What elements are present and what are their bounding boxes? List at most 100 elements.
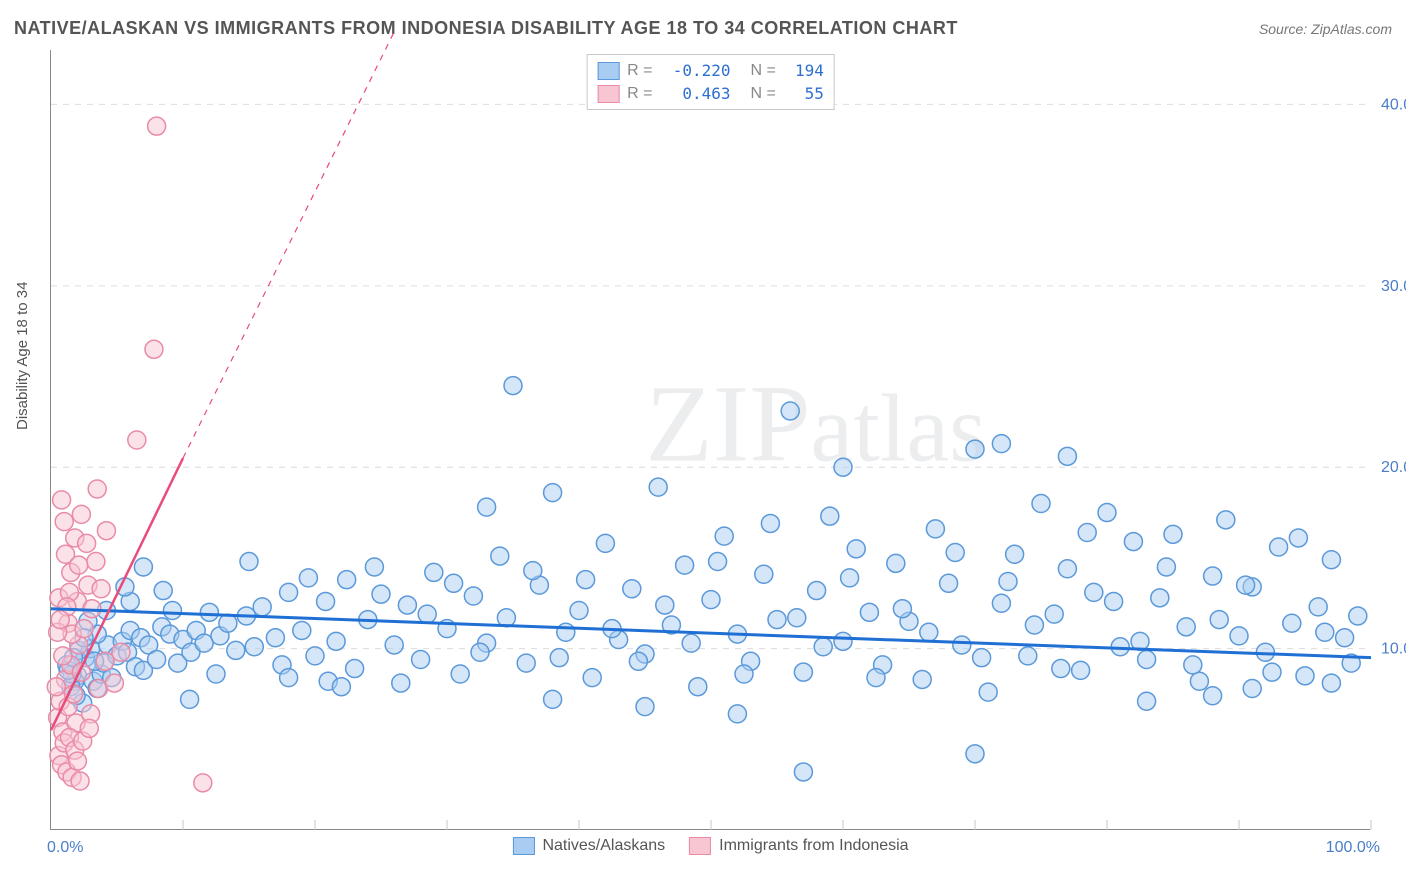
data-point xyxy=(544,690,562,708)
data-point xyxy=(105,674,123,692)
data-point xyxy=(392,674,410,692)
data-point xyxy=(649,478,667,496)
data-point xyxy=(1230,627,1248,645)
data-point xyxy=(1237,576,1255,594)
data-point xyxy=(418,605,436,623)
data-point xyxy=(920,623,938,641)
legend-label: Natives/Alaskans xyxy=(542,837,665,855)
data-point xyxy=(451,665,469,683)
data-point xyxy=(1190,672,1208,690)
legend-n-label: N = xyxy=(751,62,776,80)
data-point xyxy=(68,752,86,770)
data-point xyxy=(794,663,812,681)
data-point xyxy=(788,609,806,627)
data-point xyxy=(154,582,172,600)
data-point xyxy=(946,543,964,561)
data-point xyxy=(293,621,311,639)
data-point xyxy=(80,719,98,737)
data-point xyxy=(1217,511,1235,529)
data-point xyxy=(181,690,199,708)
scatter-plot: 10.0%20.0%30.0%40.0% xyxy=(51,50,1371,830)
data-point xyxy=(1058,560,1076,578)
data-point xyxy=(280,583,298,601)
data-point xyxy=(72,505,90,523)
data-point xyxy=(327,632,345,650)
data-point xyxy=(112,643,130,661)
data-point xyxy=(306,647,324,665)
trend-line-extension xyxy=(183,32,394,458)
data-point xyxy=(781,402,799,420)
data-point xyxy=(735,665,753,683)
data-point xyxy=(1296,667,1314,685)
data-point xyxy=(973,649,991,667)
data-point xyxy=(689,678,707,696)
data-point xyxy=(87,553,105,571)
y-tick-label: 40.0% xyxy=(1381,96,1406,113)
legend-r-label: R = xyxy=(627,85,652,103)
data-point xyxy=(709,553,727,571)
data-point xyxy=(517,654,535,672)
data-point xyxy=(53,491,71,509)
data-point xyxy=(464,587,482,605)
data-point xyxy=(134,558,152,576)
data-point xyxy=(814,638,832,656)
data-point xyxy=(841,569,859,587)
source-label: Source: ZipAtlas.com xyxy=(1259,21,1392,37)
data-point xyxy=(148,650,166,668)
data-point xyxy=(867,669,885,687)
data-point xyxy=(245,638,263,656)
data-point xyxy=(834,632,852,650)
data-point xyxy=(1157,558,1175,576)
legend-row: R = -0.220 N = 194 xyxy=(597,59,824,82)
legend-row: R = 0.463 N = 55 xyxy=(597,82,824,105)
data-point xyxy=(51,611,69,629)
data-point xyxy=(1098,504,1116,522)
data-point xyxy=(992,594,1010,612)
data-point xyxy=(966,745,984,763)
data-point xyxy=(1052,660,1070,678)
data-point xyxy=(629,652,647,670)
data-point xyxy=(504,377,522,395)
data-point xyxy=(1316,623,1334,641)
data-point xyxy=(1349,607,1367,625)
data-point xyxy=(280,669,298,687)
legend-swatch xyxy=(597,85,619,103)
data-point xyxy=(596,534,614,552)
data-point xyxy=(676,556,694,574)
data-point xyxy=(1124,533,1142,551)
data-point xyxy=(372,585,390,603)
data-point xyxy=(940,574,958,592)
data-point xyxy=(55,513,73,531)
data-point xyxy=(768,611,786,629)
data-point xyxy=(821,507,839,525)
data-point xyxy=(253,598,271,616)
data-point xyxy=(332,678,350,696)
data-point xyxy=(478,498,496,516)
data-point xyxy=(97,522,115,540)
data-point xyxy=(834,458,852,476)
data-point xyxy=(1270,538,1288,556)
data-point xyxy=(1336,629,1354,647)
data-point xyxy=(200,603,218,621)
data-point xyxy=(1263,663,1281,681)
legend-n-value: 194 xyxy=(784,61,824,80)
chart-area: ZIPatlas 10.0%20.0%30.0%40.0% R = -0.220… xyxy=(50,50,1370,830)
data-point xyxy=(926,520,944,538)
data-point xyxy=(96,652,114,670)
legend-item: Natives/Alaskans xyxy=(512,837,665,855)
data-point xyxy=(860,603,878,621)
data-point xyxy=(1243,680,1261,698)
data-point xyxy=(966,440,984,458)
data-point xyxy=(636,698,654,716)
data-point xyxy=(54,647,72,665)
data-point xyxy=(1204,687,1222,705)
data-point xyxy=(47,678,65,696)
data-point xyxy=(317,592,335,610)
data-point xyxy=(682,634,700,652)
legend-swatch xyxy=(512,837,534,855)
data-point xyxy=(808,582,826,600)
data-point xyxy=(794,763,812,781)
data-point xyxy=(1025,616,1043,634)
data-point xyxy=(702,591,720,609)
data-point xyxy=(847,540,865,558)
